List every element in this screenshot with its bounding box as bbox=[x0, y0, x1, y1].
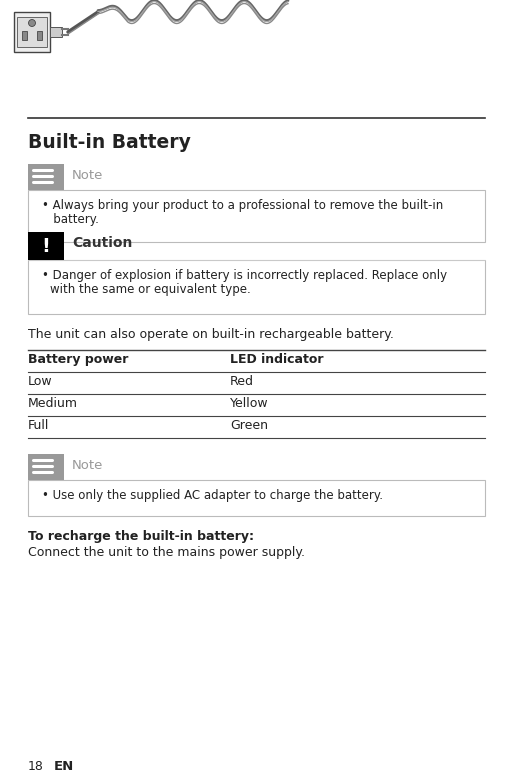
Text: • Use only the supplied AC adapter to charge the battery.: • Use only the supplied AC adapter to ch… bbox=[42, 489, 383, 502]
Text: !: ! bbox=[42, 237, 50, 256]
Text: To recharge the built-in battery:: To recharge the built-in battery: bbox=[28, 530, 254, 543]
Text: The unit can also operate on built-in rechargeable battery.: The unit can also operate on built-in re… bbox=[28, 328, 394, 341]
Text: • Always bring your product to a professional to remove the built-in: • Always bring your product to a profess… bbox=[42, 199, 443, 212]
Text: Green: Green bbox=[230, 419, 268, 432]
Bar bbox=[37, 31, 42, 40]
Text: 18: 18 bbox=[28, 760, 44, 773]
Text: Low: Low bbox=[28, 375, 52, 388]
Text: Red: Red bbox=[230, 375, 254, 388]
Text: battery.: battery. bbox=[42, 213, 99, 226]
Text: LED indicator: LED indicator bbox=[230, 353, 324, 366]
Bar bbox=[28, 232, 64, 260]
Text: EN: EN bbox=[54, 760, 74, 773]
Bar bbox=[28, 454, 64, 480]
Bar bbox=[50, 27, 62, 37]
Text: Yellow: Yellow bbox=[230, 397, 269, 410]
Text: Built-in Battery: Built-in Battery bbox=[28, 133, 191, 152]
Bar bbox=[28, 164, 64, 190]
Text: Note: Note bbox=[72, 459, 103, 472]
Bar bbox=[28, 260, 485, 314]
Bar bbox=[22, 31, 27, 40]
Bar bbox=[28, 190, 485, 242]
Bar bbox=[17, 17, 47, 47]
Text: with the same or equivalent type.: with the same or equivalent type. bbox=[50, 283, 251, 296]
Text: Battery power: Battery power bbox=[28, 353, 128, 366]
Bar bbox=[14, 12, 50, 52]
Circle shape bbox=[29, 20, 36, 27]
Text: Note: Note bbox=[72, 169, 103, 182]
Text: • Danger of explosion if battery is incorrectly replaced. Replace only: • Danger of explosion if battery is inco… bbox=[42, 269, 447, 282]
Text: Full: Full bbox=[28, 419, 49, 432]
Bar bbox=[28, 480, 485, 516]
Text: Connect the unit to the mains power supply.: Connect the unit to the mains power supp… bbox=[28, 546, 305, 559]
Text: Caution: Caution bbox=[72, 236, 132, 250]
Text: Medium: Medium bbox=[28, 397, 78, 410]
